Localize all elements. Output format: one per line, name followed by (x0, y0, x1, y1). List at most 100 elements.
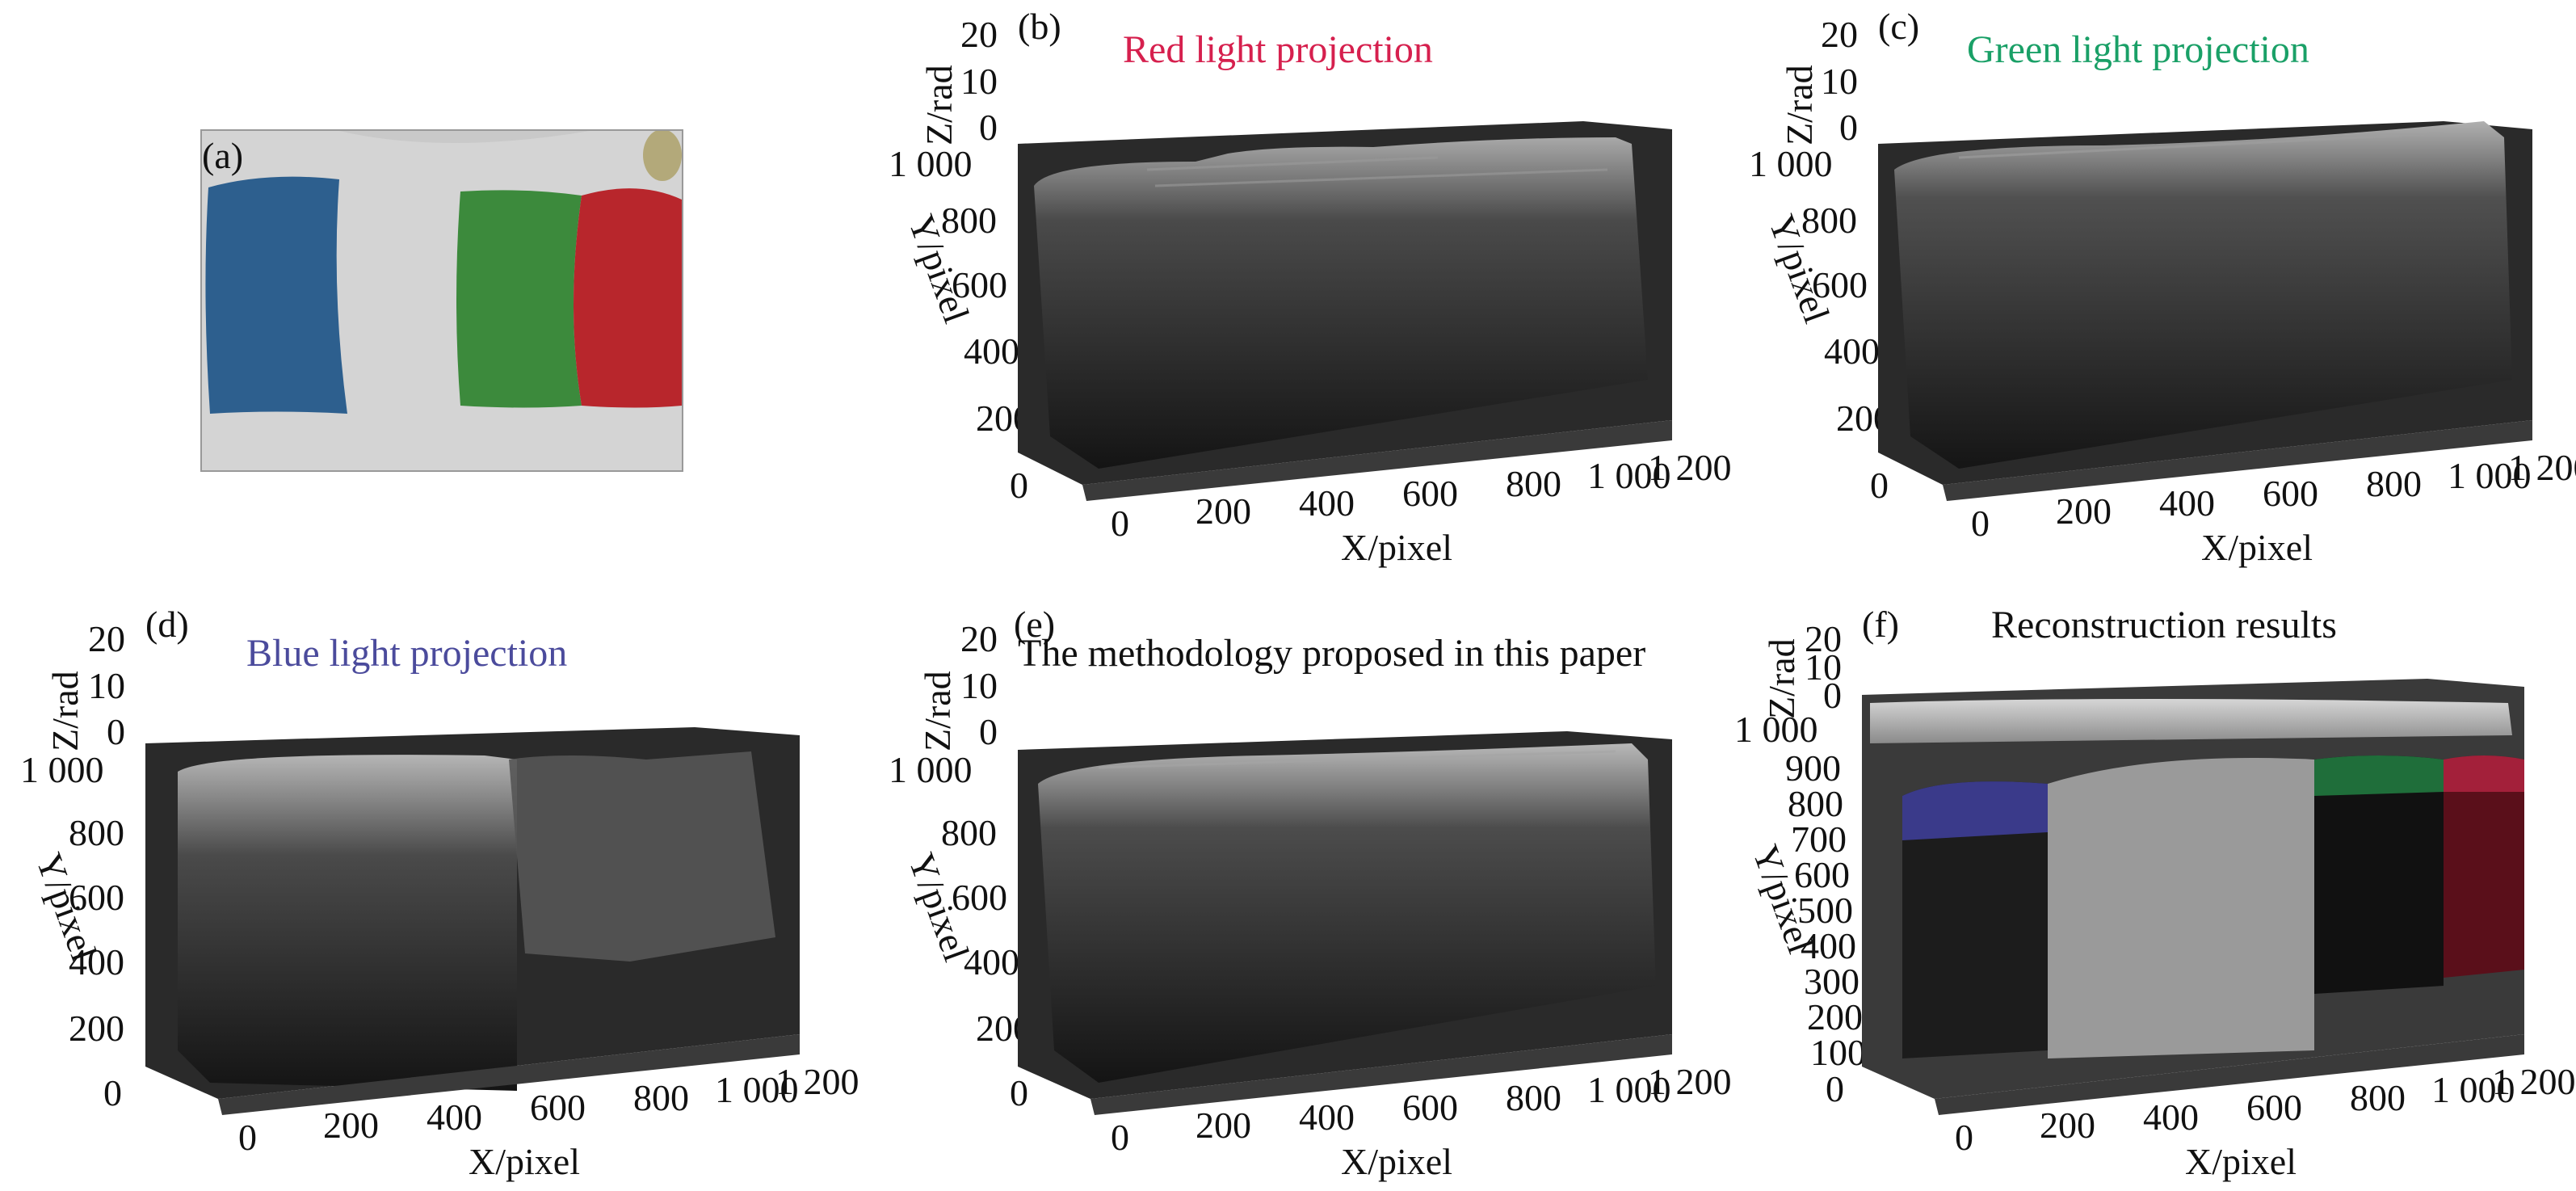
x-tick: 1 200 (1648, 447, 1732, 488)
panel-a: (a) (0, 0, 727, 566)
x-axis-label: X/pixel (469, 1141, 580, 1182)
green-region (2314, 755, 2444, 994)
x-tick: 200 (2056, 490, 2112, 532)
x-tick: 1 000 (715, 1069, 799, 1110)
z-tick: 20 (1805, 618, 1842, 659)
panel-d-surface (145, 727, 800, 1115)
x-tick: 600 (2263, 473, 2318, 514)
y-tick: 0 (103, 1072, 122, 1113)
red-region (2444, 755, 2524, 978)
z-tick: 0 (979, 107, 998, 148)
panel-c-title: Green light projection (1967, 28, 2309, 71)
x-tick: 1 000 (2431, 1069, 2515, 1110)
panel-a-label: (a) (202, 135, 244, 176)
x-tick: 400 (2159, 482, 2215, 524)
z-tick: 0 (107, 711, 125, 752)
x-tick: 200 (323, 1105, 379, 1146)
z-tick: 10 (960, 665, 998, 706)
x-tick: 1 200 (775, 1061, 859, 1102)
x-tick: 600 (530, 1087, 586, 1128)
panel-a-photo (200, 129, 683, 472)
panel-d-label: (d) (145, 604, 189, 645)
x-tick: 0 (1111, 1117, 1129, 1158)
gray-region (2048, 758, 2314, 1058)
x-tick: 600 (2246, 1087, 2302, 1128)
x-tick: 1 000 (1587, 1069, 1671, 1110)
panel-c-surface (1878, 121, 2532, 501)
y-tick: 0 (1870, 465, 1889, 506)
y-tick: 100 (1810, 1032, 1866, 1073)
y-tick: 0 (1826, 1068, 1844, 1109)
z-tick: 20 (1821, 14, 1858, 55)
panel-f-surface (1862, 679, 2524, 1115)
panel-d-title: Blue light projection (246, 632, 568, 675)
panel-e-label: (e) (1014, 604, 1056, 645)
x-axis-label: X/pixel (2201, 527, 2313, 568)
x-tick: 600 (1402, 1087, 1458, 1128)
panel-d: (d) Blue light projection 20 10 0 Z/rad … (0, 598, 859, 1191)
x-tick: 400 (1299, 482, 1355, 524)
y-tick: 1 000 (889, 749, 973, 790)
y-tick: 800 (941, 812, 997, 853)
x-tick: 1 200 (2492, 1061, 2576, 1102)
y-tick: 400 (1824, 330, 1880, 372)
panel-f-title: Reconstruction results (1991, 604, 2337, 646)
panel-e-title: The methodology proposed in this paper (1018, 632, 1646, 675)
z-tick: 10 (1821, 61, 1858, 102)
x-axis-label: X/pixel (2185, 1141, 2297, 1182)
panel-c-label: (c) (1878, 6, 1920, 47)
y-tick: 400 (964, 941, 1019, 983)
x-tick: 400 (2143, 1096, 2199, 1138)
z-tick: 10 (1805, 646, 1842, 688)
x-tick: 0 (1971, 503, 1990, 544)
z-tick: 0 (979, 711, 998, 752)
y-tick: 300 (1804, 961, 1860, 1002)
panel-e: (e) The methodology proposed in this pap… (856, 598, 1732, 1191)
y-tick: 800 (1801, 200, 1857, 241)
panel-f: (f) Reconstruction results 20 10 0 Z/rad… (1717, 598, 2576, 1191)
panel-b-label: (b) (1018, 6, 1061, 47)
y-tick: 1 000 (889, 143, 973, 184)
z-tick: 0 (1839, 107, 1858, 148)
panel-c: (c) Green light projection 20 10 0 Z/rad… (1717, 0, 2576, 566)
y-tick: 400 (964, 330, 1019, 372)
x-tick: 0 (1955, 1117, 1973, 1158)
y-tick: 800 (69, 812, 124, 853)
x-tick: 200 (1196, 1105, 1251, 1146)
y-tick: 200 (1807, 996, 1863, 1037)
z-tick: 20 (960, 618, 998, 659)
panel-f-label: (f) (1862, 604, 1899, 645)
x-tick: 0 (238, 1117, 257, 1158)
y-tick: 1 000 (1749, 143, 1833, 184)
x-tick: 200 (1196, 490, 1251, 532)
y-tick: 800 (941, 200, 997, 241)
x-tick: 1 000 (1587, 455, 1671, 496)
x-tick: 1 000 (2448, 455, 2532, 496)
z-tick: 10 (88, 665, 125, 706)
panel-b-title: Red light projection (1123, 28, 1433, 71)
y-tick: 1 000 (1734, 709, 1818, 750)
x-axis-label: X/pixel (1341, 527, 1452, 568)
blue-strip (205, 176, 347, 414)
panel-b-surface (1018, 121, 1672, 501)
x-tick: 1 200 (1648, 1061, 1732, 1102)
y-tick: 600 (952, 264, 1007, 305)
x-tick: 600 (1402, 473, 1458, 514)
z-tick: 10 (960, 61, 998, 102)
y-tick: 0 (1010, 1072, 1028, 1113)
x-tick: 400 (427, 1096, 482, 1138)
y-tick: 600 (1812, 264, 1868, 305)
x-tick: 400 (1299, 1096, 1355, 1138)
z-tick: 20 (960, 14, 998, 55)
y-tick: 400 (1801, 925, 1856, 966)
colored-strips-photo (202, 131, 682, 470)
x-tick: 800 (633, 1077, 689, 1118)
x-tick: 800 (1506, 1077, 1561, 1118)
panel-b: (b) Red light projection 20 10 0 Z/rad Y… (856, 0, 1732, 568)
x-tick: 800 (2350, 1077, 2406, 1118)
blue-region (1902, 781, 2048, 1058)
y-tick: 200 (69, 1008, 124, 1049)
y-tick: 600 (69, 877, 124, 918)
z-tick: 20 (88, 618, 125, 659)
red-strip (574, 188, 682, 408)
